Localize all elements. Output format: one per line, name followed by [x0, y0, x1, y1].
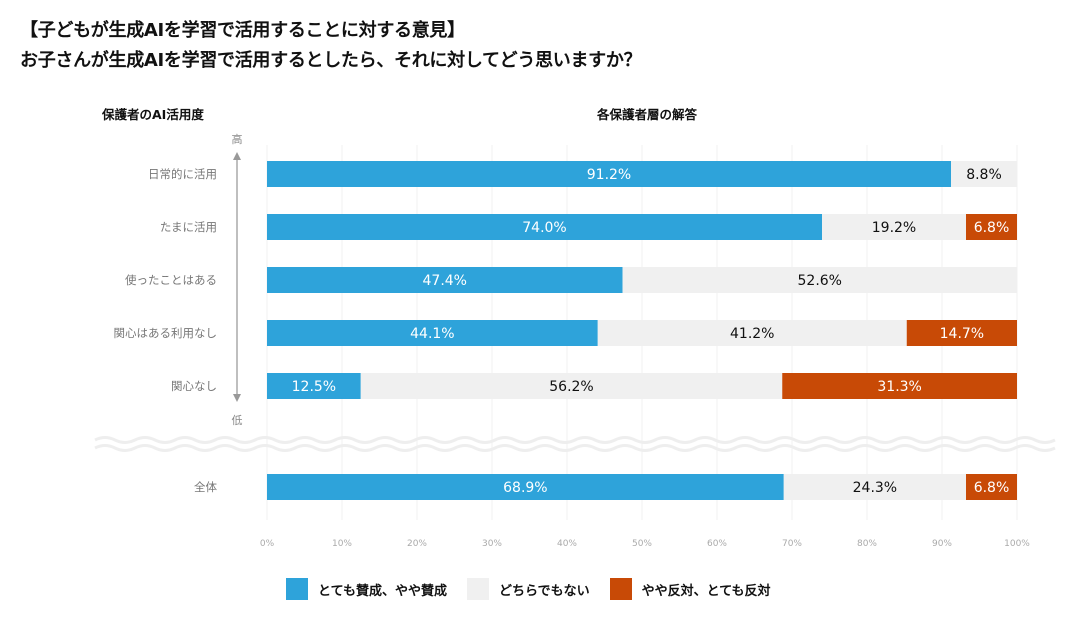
- data-label: 41.2%: [730, 326, 774, 342]
- bar-segment: [966, 214, 1017, 240]
- data-label: 31.3%: [877, 379, 921, 395]
- bar-segment: [267, 267, 623, 293]
- x-tick-label: 40%: [557, 539, 577, 549]
- data-label: 47.4%: [423, 273, 467, 289]
- data-label: 91.2%: [587, 167, 631, 183]
- arrow-up-icon: [233, 152, 241, 160]
- category-label: 全体: [194, 480, 217, 494]
- x-tick-label: 80%: [857, 539, 877, 549]
- chart-title-line-2: お子さんが生成AIを学習で活用するとしたら、それに対してどう思いますか？: [20, 50, 642, 71]
- bar-segment: [597, 320, 907, 346]
- legend-swatch: [286, 578, 308, 600]
- bar-segment: [267, 320, 598, 346]
- data-label: 44.1%: [410, 326, 454, 342]
- data-label: 56.2%: [549, 379, 593, 395]
- data-label: 68.9%: [503, 480, 547, 496]
- data-label: 6.8%: [974, 220, 1010, 236]
- bar-segment: [951, 161, 1017, 187]
- row-axis-title: 保護者のAI活用度: [102, 107, 204, 122]
- bar-segment: [267, 161, 951, 187]
- category-label: 関心はある利用なし: [114, 326, 218, 340]
- x-tick-label: 30%: [482, 539, 502, 549]
- bar-segment: [267, 214, 822, 240]
- axis-break-wave: [94, 444, 1056, 452]
- bar-segment: [360, 373, 783, 399]
- axis-low-label: 低: [232, 414, 243, 427]
- bar-segment: [782, 373, 1017, 399]
- x-tick-label: 0%: [260, 539, 275, 549]
- data-label: 52.6%: [798, 273, 842, 289]
- bar-segment: [267, 373, 361, 399]
- x-tick-label: 60%: [707, 539, 727, 549]
- bar-segment: [966, 474, 1017, 500]
- legend-label: とても賛成、やや賛成: [318, 583, 447, 599]
- category-label: たまに活用: [160, 220, 217, 234]
- legend-swatch: [466, 578, 489, 600]
- x-tick-label: 50%: [632, 539, 652, 549]
- data-label: 6.8%: [974, 480, 1010, 496]
- bar-segment: [783, 474, 966, 500]
- bar-segment: [622, 267, 1017, 293]
- legend-item-oppose: やや反対、とても反対: [609, 578, 771, 600]
- data-label: 12.5%: [292, 379, 336, 395]
- legend-label: やや反対、とても反対: [641, 583, 771, 599]
- data-label: 24.3%: [853, 480, 897, 496]
- bar-segment: [267, 474, 784, 500]
- category-label: 日常的に活用: [148, 167, 217, 181]
- x-tick-label: 90%: [932, 539, 952, 549]
- value-axis-title: 各保護者層の解答: [597, 107, 698, 122]
- data-label: 74.0%: [522, 220, 566, 236]
- axis-high-label: 高: [232, 132, 243, 146]
- bar-segment: [906, 320, 1017, 346]
- data-label: 14.7%: [940, 326, 984, 342]
- legend: とても賛成、やや賛成 どちらでもない やや反対、とても反対: [286, 578, 791, 600]
- legend-swatch: [609, 578, 632, 600]
- category-label: 使ったことはある: [125, 273, 217, 287]
- category-label: 関心なし: [171, 379, 217, 393]
- bar-segment: [822, 214, 966, 240]
- chart-title-line-1: 【子どもが生成AIを学習で活用することに対する意見】: [20, 20, 465, 41]
- x-tick-label: 70%: [782, 539, 802, 549]
- axis-break-wave: [94, 436, 1056, 444]
- x-tick-label: 100%: [1004, 539, 1030, 549]
- legend-item-neutral: どちらでもない: [466, 578, 590, 600]
- x-tick-label: 20%: [407, 539, 427, 549]
- arrow-down-icon: [233, 394, 241, 402]
- x-tick-label: 10%: [332, 539, 352, 549]
- legend-item-agree: とても賛成、やや賛成: [286, 578, 447, 600]
- legend-label: どちらでもない: [498, 583, 590, 599]
- data-label: 8.8%: [966, 167, 1002, 183]
- data-label: 19.2%: [872, 220, 916, 236]
